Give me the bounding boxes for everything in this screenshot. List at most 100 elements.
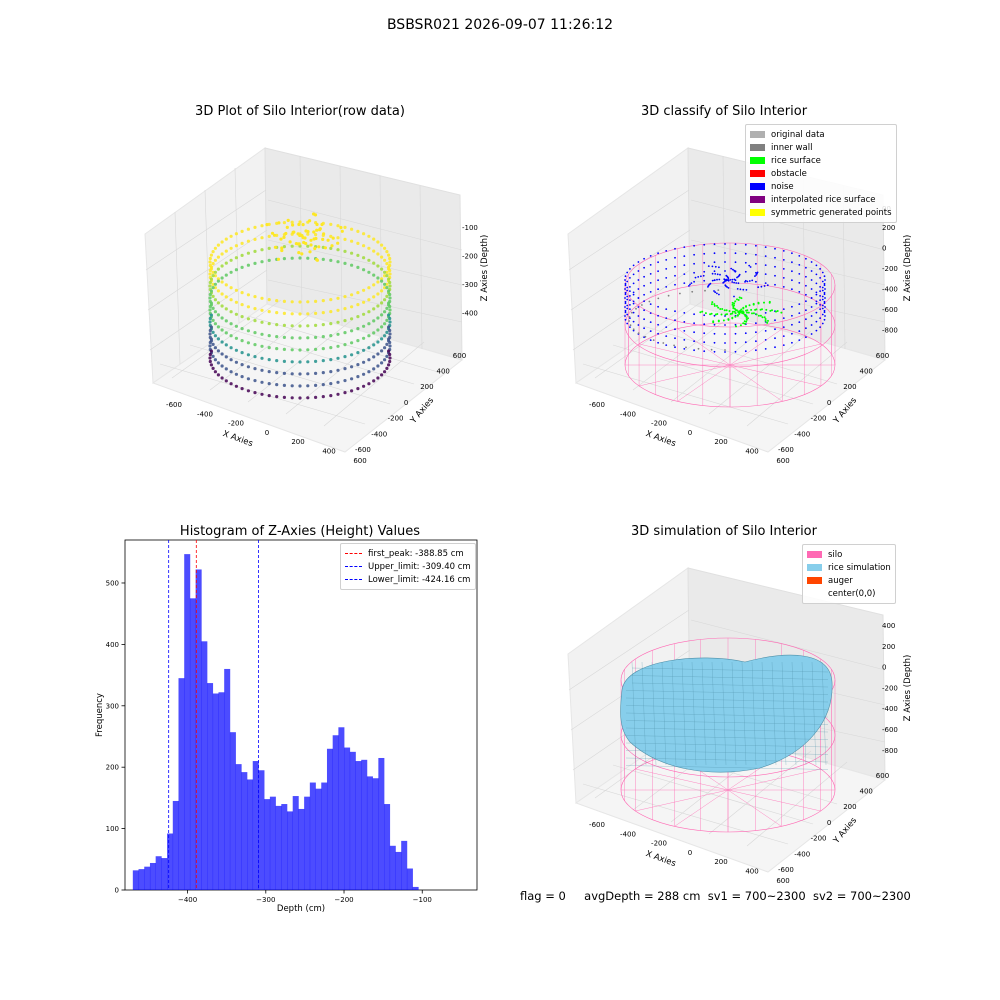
histogram-bar xyxy=(292,796,299,890)
inner-wall-point xyxy=(679,292,681,295)
noise-point xyxy=(774,274,776,277)
legend-swatch xyxy=(750,144,765,151)
rice-surface-point xyxy=(743,322,746,325)
raw-point xyxy=(224,379,228,383)
noise-point xyxy=(744,270,747,273)
noise-point xyxy=(665,326,668,328)
raw-point xyxy=(362,348,366,352)
raw-point xyxy=(383,258,387,262)
raw-point xyxy=(208,272,212,276)
noise-point xyxy=(823,282,826,285)
raw-point xyxy=(216,243,220,247)
raw-point xyxy=(376,328,380,332)
legend-swatch xyxy=(750,131,765,138)
raw-point xyxy=(220,328,224,332)
raw-point xyxy=(383,322,387,326)
noise-point xyxy=(649,339,652,341)
noise-point xyxy=(764,339,767,341)
raw-point xyxy=(246,317,250,321)
histogram-bar xyxy=(304,796,311,890)
raw-point xyxy=(362,384,366,388)
histogram-bar xyxy=(349,751,356,890)
noise-point xyxy=(665,250,668,252)
noise-point xyxy=(624,291,627,294)
raw-point xyxy=(240,229,244,233)
raw-point xyxy=(383,246,387,250)
raw-point xyxy=(388,256,392,261)
histogram-bar xyxy=(241,772,248,890)
mesh-line xyxy=(625,697,829,703)
raw-point xyxy=(362,288,366,292)
raw-point xyxy=(216,277,220,281)
raw-point xyxy=(296,232,300,236)
raw-point xyxy=(282,311,286,315)
raw-point xyxy=(336,224,340,228)
raw-point xyxy=(380,337,384,341)
rice-surface-point xyxy=(747,317,749,320)
noise-point xyxy=(733,281,735,284)
noise-point xyxy=(665,335,668,337)
raw-point xyxy=(367,346,371,350)
raw-point xyxy=(267,346,271,350)
raw-point xyxy=(314,383,318,387)
raw-point-cloud xyxy=(208,212,392,400)
silo-wire-spoke xyxy=(729,364,783,402)
noise-point xyxy=(805,336,807,339)
raw-point xyxy=(297,251,301,255)
rice-surface-point xyxy=(742,311,745,314)
raw-point xyxy=(380,243,384,247)
raw-point xyxy=(356,375,360,379)
raw-point xyxy=(208,256,212,261)
raw-point xyxy=(362,336,366,340)
noise-point xyxy=(713,261,716,264)
noise-point xyxy=(798,264,801,266)
rice-surface-point xyxy=(754,308,757,311)
raw-point xyxy=(253,237,257,241)
z-tick-label: -600 xyxy=(882,306,898,314)
raw-point xyxy=(372,283,376,287)
inner-wall-point xyxy=(724,349,726,351)
noise-point xyxy=(819,268,821,270)
raw-point xyxy=(314,335,318,339)
y-axis-label: Y Axies xyxy=(831,815,859,846)
silo-wire-spoke xyxy=(727,789,782,827)
raw-point xyxy=(213,282,217,286)
raw-point xyxy=(229,234,233,238)
noise-point xyxy=(734,261,737,264)
z-tick-label: 200 xyxy=(882,643,895,651)
y-tick-label: 200 xyxy=(106,764,119,772)
raw-point xyxy=(282,359,286,363)
noise-point xyxy=(736,288,739,290)
rice-surface-point xyxy=(780,311,783,314)
raw-point xyxy=(267,258,271,262)
raw-point xyxy=(209,363,213,367)
legend-item: Lower_limit: -424.16 cm xyxy=(345,573,471,586)
legend-swatch xyxy=(807,551,822,558)
raw-point xyxy=(253,307,257,311)
noise-point xyxy=(716,292,718,295)
raw-point xyxy=(336,332,340,336)
noise-point xyxy=(782,250,785,252)
noise-point xyxy=(738,273,741,276)
histogram-bar xyxy=(184,554,191,890)
raw-point xyxy=(282,395,286,399)
raw-point xyxy=(376,304,380,308)
rice-surface-point xyxy=(736,298,738,301)
raw-point xyxy=(380,255,384,259)
raw-point xyxy=(246,293,250,297)
noise-point xyxy=(626,304,629,307)
x-tick-label: 600 xyxy=(353,457,366,465)
raw-point xyxy=(383,298,387,302)
noise-point xyxy=(805,327,807,330)
noise-point xyxy=(637,270,640,272)
noise-point xyxy=(637,297,640,299)
raw-point xyxy=(312,230,316,234)
raw-point xyxy=(330,244,334,248)
noise-point xyxy=(798,330,801,332)
inner-wall-point xyxy=(635,307,637,310)
noise-point xyxy=(744,281,746,283)
raw-point xyxy=(209,265,213,269)
raw-point xyxy=(253,319,257,323)
noise-point xyxy=(815,300,818,303)
raw-point xyxy=(385,286,389,290)
